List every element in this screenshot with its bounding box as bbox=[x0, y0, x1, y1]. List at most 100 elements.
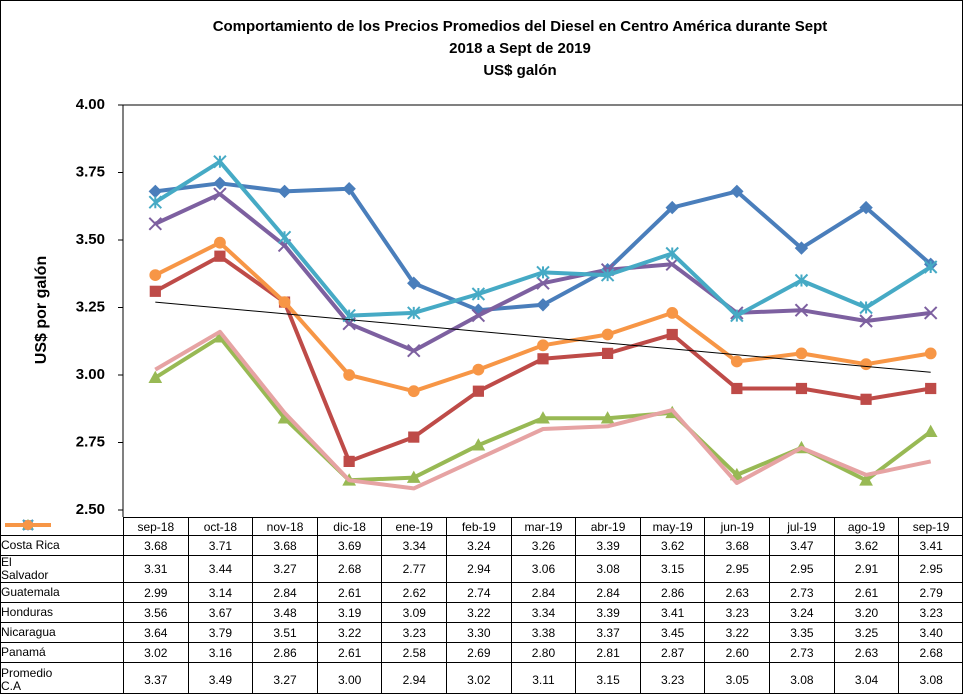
legend-label: Guatemala bbox=[1, 585, 60, 599]
table-value: 2.95 bbox=[704, 555, 771, 583]
legend-label: Costa Rica bbox=[1, 538, 60, 552]
legend-cell: Honduras bbox=[0, 518, 124, 623]
table-row: Costa Rica 3.68 3.71 3.68 3.69 3.34 3.24 3.26 3.… bbox=[0, 518, 963, 556]
table-value: 3.56 bbox=[123, 602, 189, 623]
table-value: 2.63 bbox=[704, 582, 771, 603]
marker bbox=[343, 369, 356, 381]
table-value: 2.61 bbox=[316, 642, 383, 663]
table-value: 2.91 bbox=[833, 555, 900, 583]
y-tick-label: 3.25 bbox=[76, 298, 105, 315]
table-value: 3.27 bbox=[252, 662, 318, 694]
marker bbox=[666, 307, 679, 319]
marker bbox=[602, 347, 614, 359]
table-value: 3.19 bbox=[316, 602, 383, 623]
table-value: 3.08 bbox=[898, 662, 963, 694]
y-tick-label: 2.50 bbox=[76, 501, 105, 518]
x-tick-label: sep-19 bbox=[898, 517, 963, 536]
table-value: 2.73 bbox=[769, 582, 835, 603]
table-value: 2.84 bbox=[510, 582, 577, 603]
table-value: 3.49 bbox=[187, 662, 254, 694]
marker bbox=[731, 382, 743, 395]
x-tick-label: ene-19 bbox=[381, 517, 448, 536]
table-value: 3.34 bbox=[381, 535, 448, 556]
table-value: 3.14 bbox=[187, 582, 254, 603]
marker bbox=[472, 363, 485, 376]
marker bbox=[536, 265, 550, 280]
table-value: 2.80 bbox=[510, 642, 577, 663]
legend-entry: Costa Rica bbox=[1, 518, 123, 552]
chart-title: US$ galón bbox=[483, 62, 556, 79]
marker bbox=[213, 154, 227, 169]
table-value: 2.62 bbox=[381, 582, 448, 603]
table-value: 3.23 bbox=[381, 622, 448, 643]
marker bbox=[148, 370, 163, 383]
marker bbox=[860, 393, 872, 405]
marker bbox=[22, 519, 33, 530]
table-value: 2.94 bbox=[381, 662, 448, 694]
table-value: 3.22 bbox=[446, 602, 512, 623]
marker bbox=[407, 343, 421, 358]
table-value: 2.87 bbox=[639, 642, 706, 663]
marker bbox=[407, 276, 421, 290]
table-value: 3.41 bbox=[898, 535, 963, 556]
table-value: 3.40 bbox=[898, 622, 963, 643]
table-value: 3.08 bbox=[575, 555, 641, 583]
table-value: 2.73 bbox=[769, 642, 835, 663]
table-value: 3.41 bbox=[639, 602, 706, 623]
legend-entry: El Salvador bbox=[1, 519, 123, 582]
marker bbox=[471, 287, 486, 301]
marker bbox=[730, 308, 744, 323]
table-row: Nicaragua 3.64 3.79 3.51 3.22 3.23 3.30 3.38 3.3… bbox=[0, 518, 963, 643]
marker bbox=[665, 246, 679, 261]
marker bbox=[407, 385, 420, 398]
table-value: 3.24 bbox=[446, 535, 512, 556]
marker bbox=[342, 181, 356, 196]
marker bbox=[471, 438, 486, 451]
y-tick-label: 2.75 bbox=[76, 433, 105, 450]
marker bbox=[536, 411, 550, 424]
marker bbox=[600, 411, 615, 424]
table-value: 2.84 bbox=[575, 582, 641, 603]
table-value: 2.58 bbox=[381, 642, 448, 663]
table-value: 3.45 bbox=[639, 622, 706, 643]
table-value: 2.84 bbox=[252, 582, 318, 603]
trend-line bbox=[155, 301, 931, 373]
series-line bbox=[154, 240, 932, 394]
table-value: 3.71 bbox=[187, 535, 254, 556]
series-line bbox=[154, 329, 932, 491]
marker bbox=[859, 473, 873, 486]
table-value: 3.20 bbox=[833, 602, 900, 623]
chart-title: Comportamiento de los Precios Promedios … bbox=[213, 18, 828, 35]
marker bbox=[859, 314, 873, 328]
table-value: 3.69 bbox=[316, 535, 383, 556]
x-tick-label: jun-19 bbox=[704, 517, 771, 536]
marker bbox=[537, 353, 549, 365]
legend-label: Nicaragua bbox=[1, 625, 56, 639]
table-value: 2.81 bbox=[575, 642, 641, 663]
marker bbox=[601, 328, 614, 341]
y-tick-label: 3.00 bbox=[76, 366, 105, 383]
legend-entry: Panamá bbox=[1, 522, 123, 659]
table-value: 3.47 bbox=[769, 535, 835, 556]
legend-label: El Salvador bbox=[1, 555, 49, 582]
marker bbox=[665, 257, 679, 272]
table-value: 3.79 bbox=[187, 622, 254, 643]
table-value: 3.48 bbox=[252, 602, 318, 623]
table-row: El Salvador 3.31 3.44 3.27 2.68 2.77 2.94 3.06 3… bbox=[0, 519, 963, 583]
legend-cell: Nicaragua bbox=[0, 518, 124, 643]
table-value: 2.99 bbox=[123, 582, 189, 603]
table-value: 3.22 bbox=[704, 622, 771, 643]
legend-entry: Promedio C.A bbox=[1, 519, 123, 693]
legend-cell: Promedio C.A bbox=[0, 519, 124, 694]
marker bbox=[730, 184, 744, 199]
table-value: 3.02 bbox=[446, 662, 512, 694]
table-value: 2.95 bbox=[898, 555, 963, 583]
marker bbox=[924, 347, 937, 360]
table-value: 2.74 bbox=[446, 582, 512, 603]
marker bbox=[213, 176, 227, 191]
legend-label: Promedio C.A bbox=[1, 666, 53, 693]
marker bbox=[794, 303, 809, 317]
x-tick-label: mar-19 bbox=[510, 517, 577, 536]
